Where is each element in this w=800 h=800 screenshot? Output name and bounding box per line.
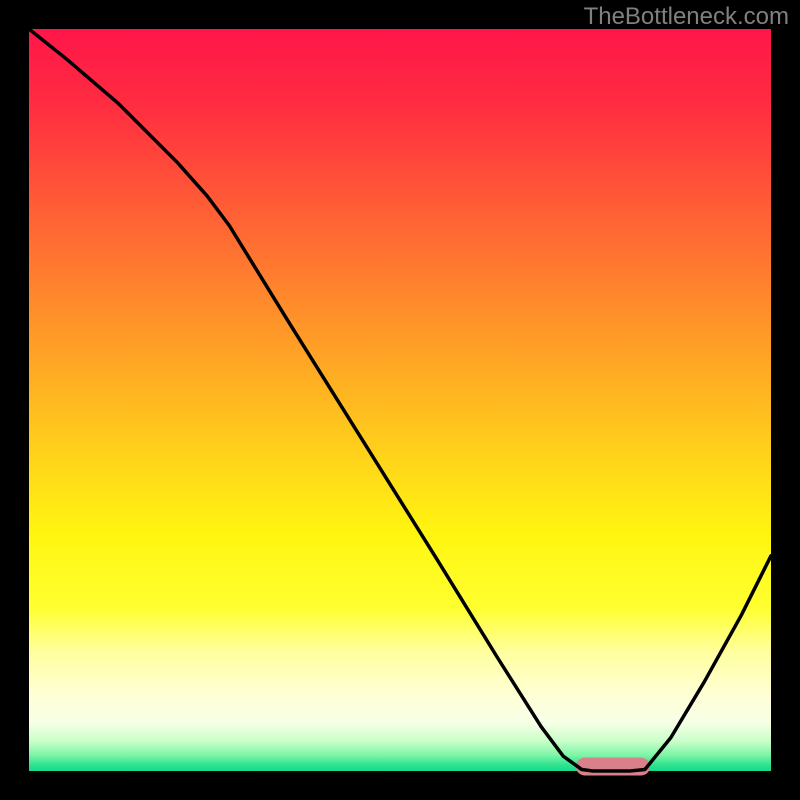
gradient-background xyxy=(29,29,771,771)
optimal-marker xyxy=(576,758,650,776)
watermark-text: TheBottleneck.com xyxy=(584,3,789,31)
bottleneck-chart xyxy=(0,0,800,800)
